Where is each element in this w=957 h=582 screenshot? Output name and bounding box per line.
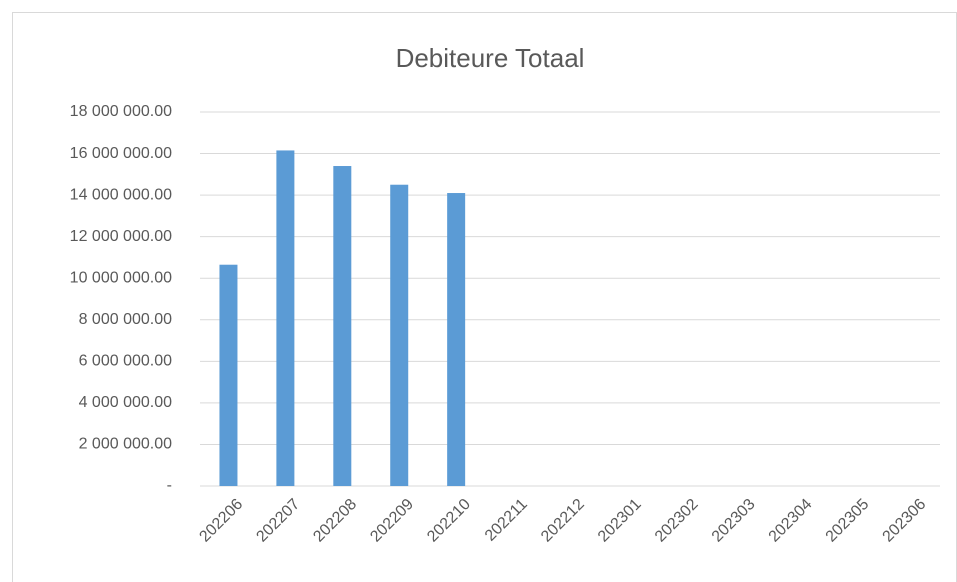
y-tick-label: 14 000 000.00 — [70, 186, 172, 203]
y-tick-label: 16 000 000.00 — [70, 145, 172, 162]
chart-title: Debiteure Totaal — [396, 43, 585, 73]
y-tick-label: - — [167, 477, 172, 494]
y-tick-label: 2 000 000.00 — [79, 436, 173, 453]
bar — [276, 150, 295, 486]
bar — [447, 193, 466, 487]
y-tick-label: 6 000 000.00 — [79, 353, 173, 370]
bar — [333, 166, 352, 486]
y-tick-label: 10 000 000.00 — [70, 269, 172, 286]
bar — [219, 264, 238, 486]
y-tick-label: 12 000 000.00 — [70, 228, 172, 245]
y-tick-label: 4 000 000.00 — [79, 394, 173, 411]
y-tick-label: 8 000 000.00 — [79, 311, 173, 328]
y-tick-label: 18 000 000.00 — [70, 103, 172, 120]
chart-border — [12, 12, 957, 582]
bar — [390, 184, 409, 486]
